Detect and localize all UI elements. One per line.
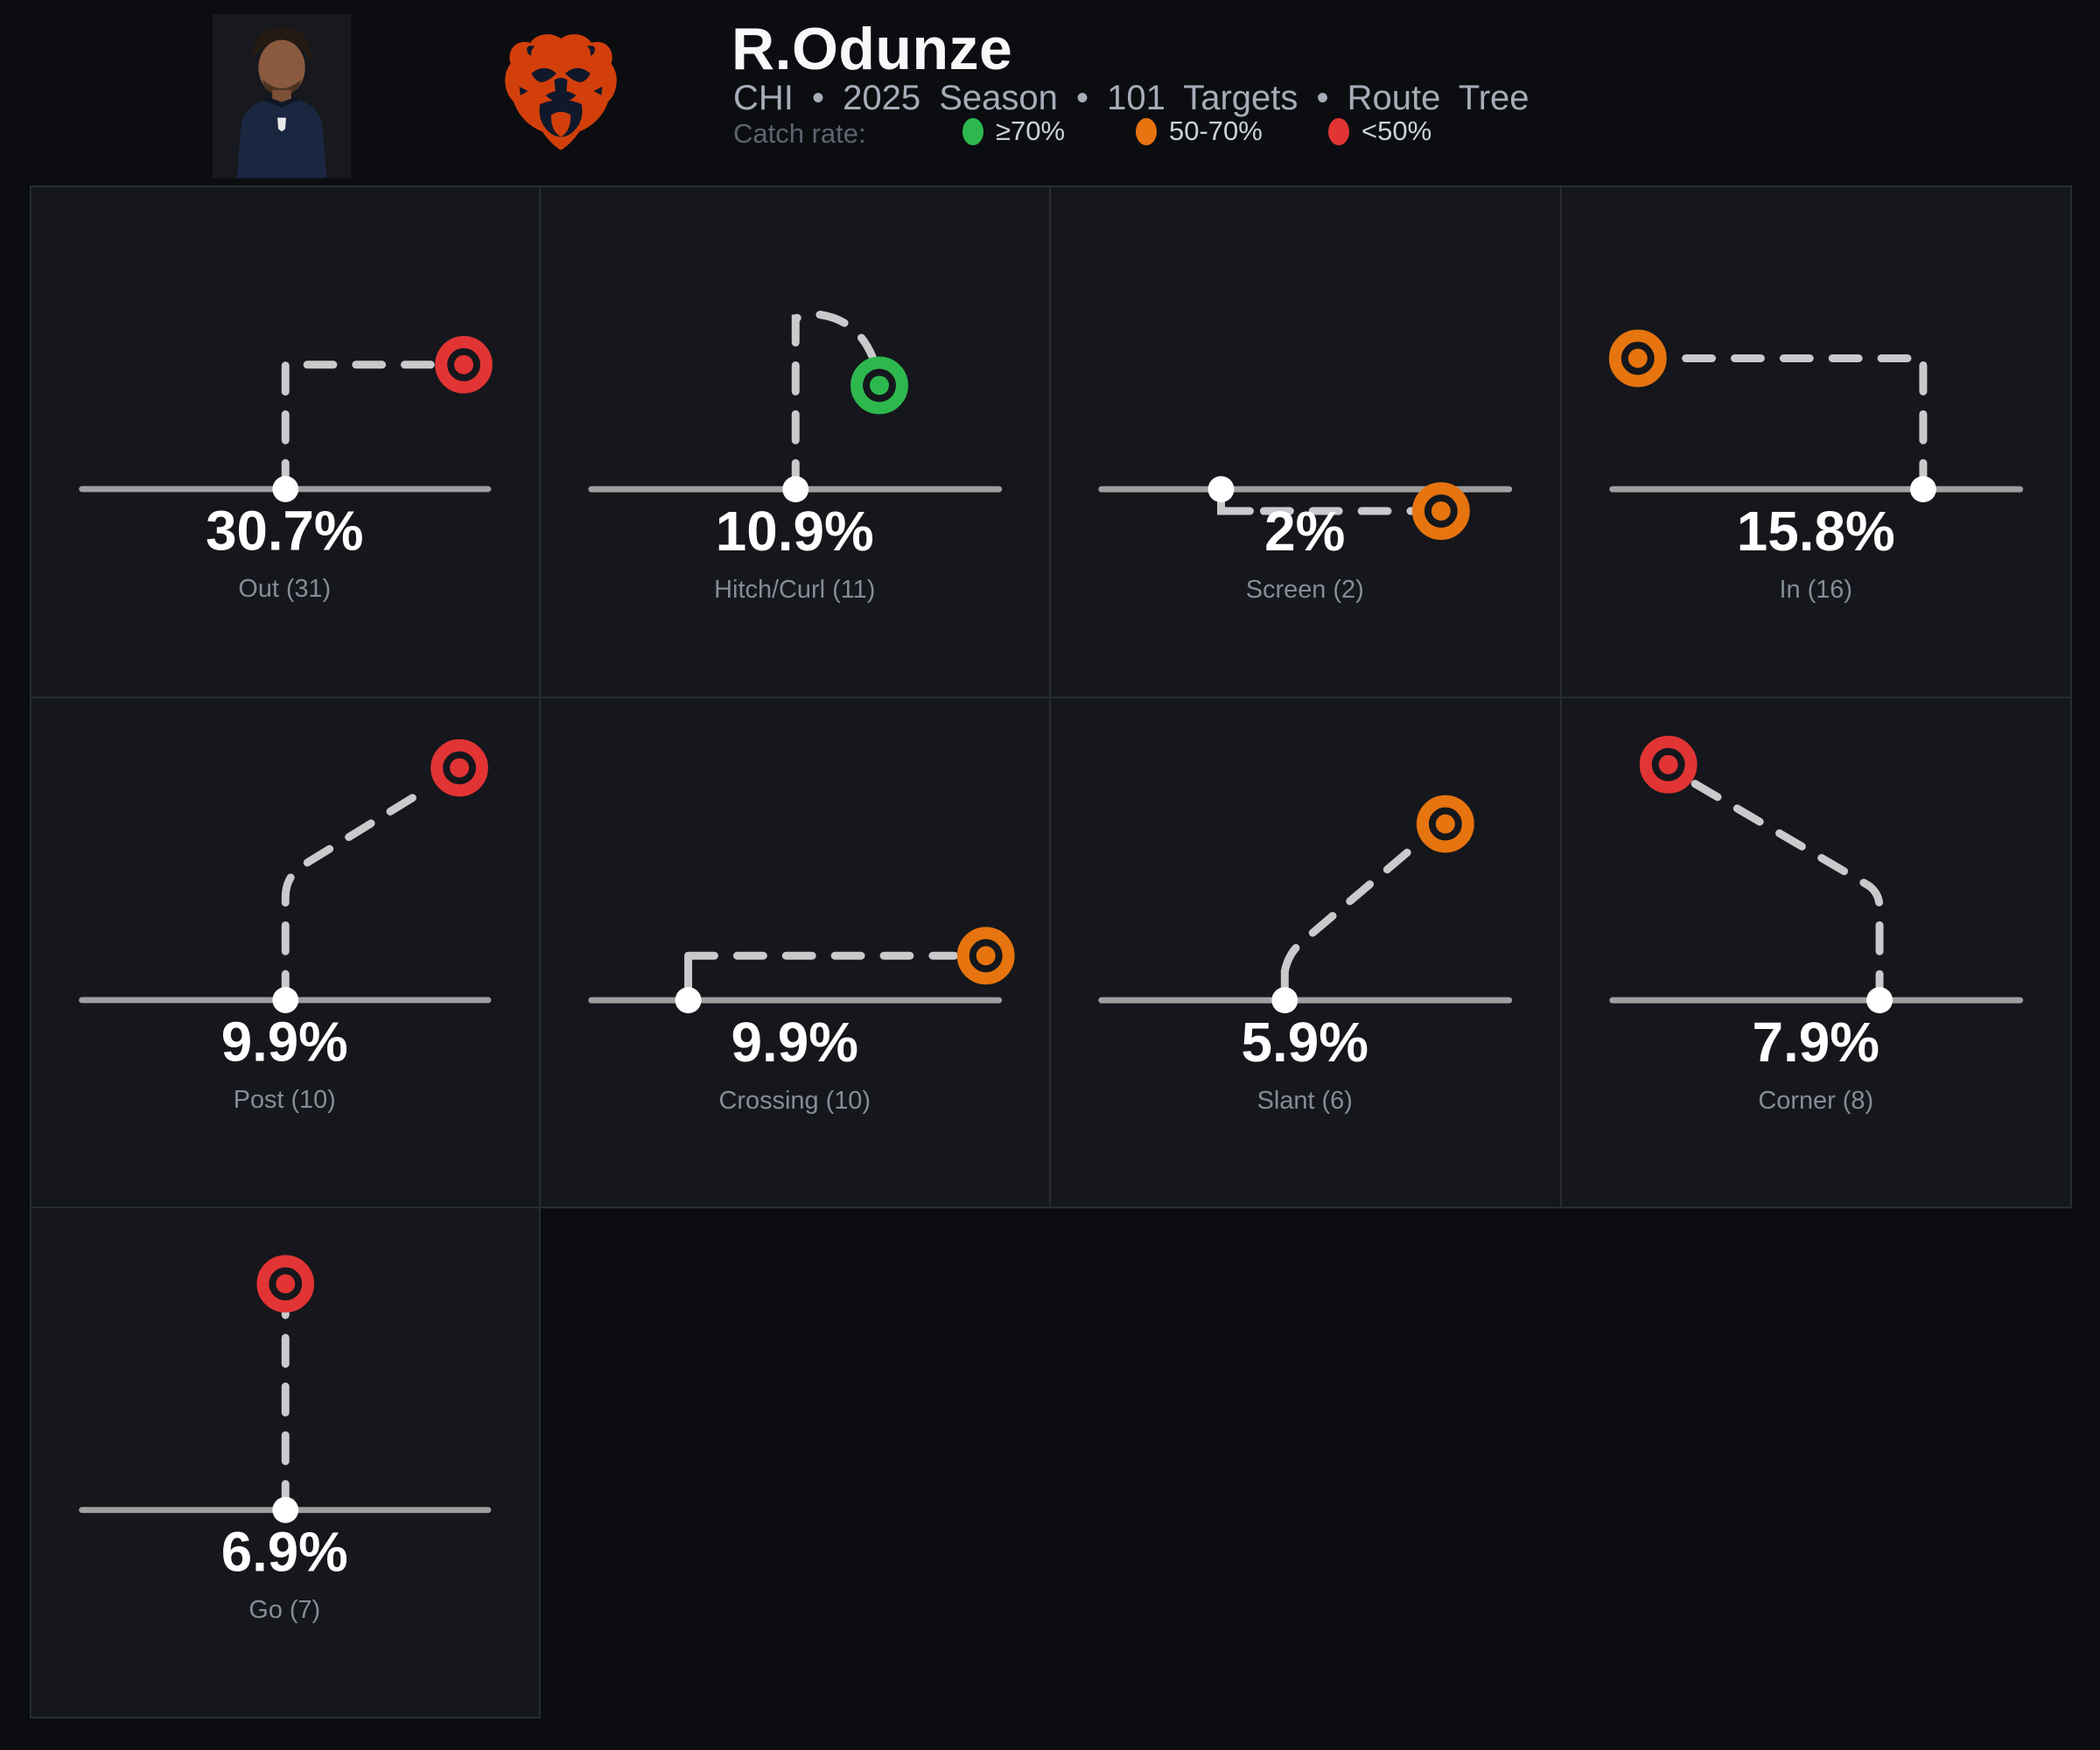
route-path xyxy=(1280,833,1429,976)
legend-item-low: <50% xyxy=(1328,116,1432,147)
legend-dot-high xyxy=(962,117,984,145)
route-label: Go (7) xyxy=(248,1596,320,1624)
route-start-dot xyxy=(1866,986,1893,1013)
player-photo xyxy=(213,14,351,180)
route-path xyxy=(1663,354,1927,494)
route-share-pct: 10.9% xyxy=(715,500,873,563)
route-start-dot xyxy=(1271,986,1298,1013)
target-marker-ring xyxy=(956,926,1015,984)
target-marker-ring xyxy=(430,738,488,796)
route-diagram: 30.7% Out (31) xyxy=(79,335,493,603)
target-marker-ring xyxy=(435,335,493,394)
route-cell-hitch-curl: 10.9% Hitch/Curl (11) xyxy=(540,186,1051,698)
route-share-pct: 2% xyxy=(1264,500,1345,563)
route-label: Crossing (10) xyxy=(718,1086,871,1114)
route-share-pct: 9.9% xyxy=(731,1010,858,1073)
target-marker-ring xyxy=(256,1255,315,1313)
page-title: R.Odunze xyxy=(732,16,1013,82)
route-start-dot xyxy=(781,476,808,503)
target-marker-dot xyxy=(454,354,473,374)
legend-dot-low xyxy=(1328,117,1349,145)
target-marker-dot xyxy=(1435,814,1455,834)
route-cell-go: 6.9% Go (7) xyxy=(30,1208,541,1718)
target-marker-dot xyxy=(869,375,889,396)
route-diagram: 9.9% Post (10) xyxy=(79,738,492,1114)
target-marker-dot xyxy=(450,758,469,777)
route-share-pct: 6.9% xyxy=(221,1521,348,1583)
route-share-pct: 15.8% xyxy=(1736,500,1894,563)
route-cell-slant: 5.9% Slant (6) xyxy=(1051,697,1562,1208)
route-cell-screen: 2% Screen (2) xyxy=(1051,186,1562,698)
route-path xyxy=(281,781,436,1004)
route-label: Screen (2) xyxy=(1246,576,1364,604)
route-diagram: 9.9% Crossing (10) xyxy=(587,926,1015,1114)
route-cell-post: 9.9% Post (10) xyxy=(30,697,541,1208)
target-marker-dot xyxy=(1431,501,1451,522)
route-diagram: 10.9% Hitch/Curl (11) xyxy=(587,311,1002,604)
route-diagram: 5.9% Slant (6) xyxy=(1098,794,1513,1114)
route-share-pct: 5.9% xyxy=(1242,1010,1368,1073)
route-start-dot xyxy=(1208,476,1235,503)
route-start-dot xyxy=(272,986,299,1013)
legend-item-medium: 50-70% xyxy=(1136,116,1263,147)
route-label: Post (10) xyxy=(234,1086,336,1114)
legend-label: ≥70% xyxy=(996,116,1066,146)
route-start-dot xyxy=(272,1496,299,1523)
route-share-pct: 9.9% xyxy=(221,1011,348,1073)
target-marker-ring xyxy=(1639,735,1698,794)
route-cell-corner: 7.9% Corner (8) xyxy=(1561,697,2072,1208)
target-marker-ring xyxy=(1416,794,1474,853)
route-label: Out (31) xyxy=(238,575,331,603)
target-marker-ring xyxy=(850,356,908,415)
target-marker-ring xyxy=(1608,329,1667,388)
route-path xyxy=(1683,774,1884,1004)
route-diagram: 7.9% Corner (8) xyxy=(1608,735,2023,1114)
target-marker-dot xyxy=(276,1274,296,1294)
legend-dot-medium xyxy=(1136,117,1157,145)
route-path xyxy=(281,360,438,494)
target-marker-ring xyxy=(1411,482,1470,540)
player-meta-subtitle: CHI • 2025 Season • 101 Targets • Route … xyxy=(733,79,1530,117)
route-start-dot xyxy=(675,986,702,1013)
route-label: In (16) xyxy=(1779,576,1852,604)
route-path xyxy=(791,311,877,494)
route-label: Corner (8) xyxy=(1758,1086,1873,1114)
target-marker-dot xyxy=(1658,754,1678,774)
route-share-pct: 30.7% xyxy=(206,500,363,563)
target-marker-dot xyxy=(976,945,996,965)
bears-logo-icon xyxy=(505,34,617,150)
route-share-pct: 7.9% xyxy=(1752,1010,1879,1073)
route-grid: 30.7% Out (31) 10.9% Hitch/Curl (11) 2% Scree… xyxy=(30,186,2072,1718)
route-label: Slant (6) xyxy=(1257,1086,1353,1114)
legend-label: 50-70% xyxy=(1169,116,1263,146)
route-cell-out: 30.7% Out (31) xyxy=(30,186,541,698)
team-logo xyxy=(495,30,626,161)
route-cell-in: 15.8% In (16) xyxy=(1561,186,2072,698)
route-diagram: 2% Screen (2) xyxy=(1098,476,1513,604)
player-headshot-image xyxy=(213,14,351,178)
catch-rate-legend: Catch rate: ≥70% 50-70% <50% xyxy=(0,116,2100,150)
route-label: Hitch/Curl (11) xyxy=(714,576,875,604)
target-marker-dot xyxy=(1628,348,1648,368)
route-diagram: 15.8% In (16) xyxy=(1608,329,2023,604)
route-start-dot xyxy=(272,476,299,502)
route-cell-crossing: 9.9% Crossing (10) xyxy=(540,697,1051,1208)
catch-rate-label: Catch rate: xyxy=(733,118,866,149)
route-diagram: 6.9% Go (7) xyxy=(79,1255,492,1624)
legend-label: <50% xyxy=(1362,116,1432,146)
legend-item-high: ≥70% xyxy=(962,116,1065,147)
route-start-dot xyxy=(1909,476,1936,503)
